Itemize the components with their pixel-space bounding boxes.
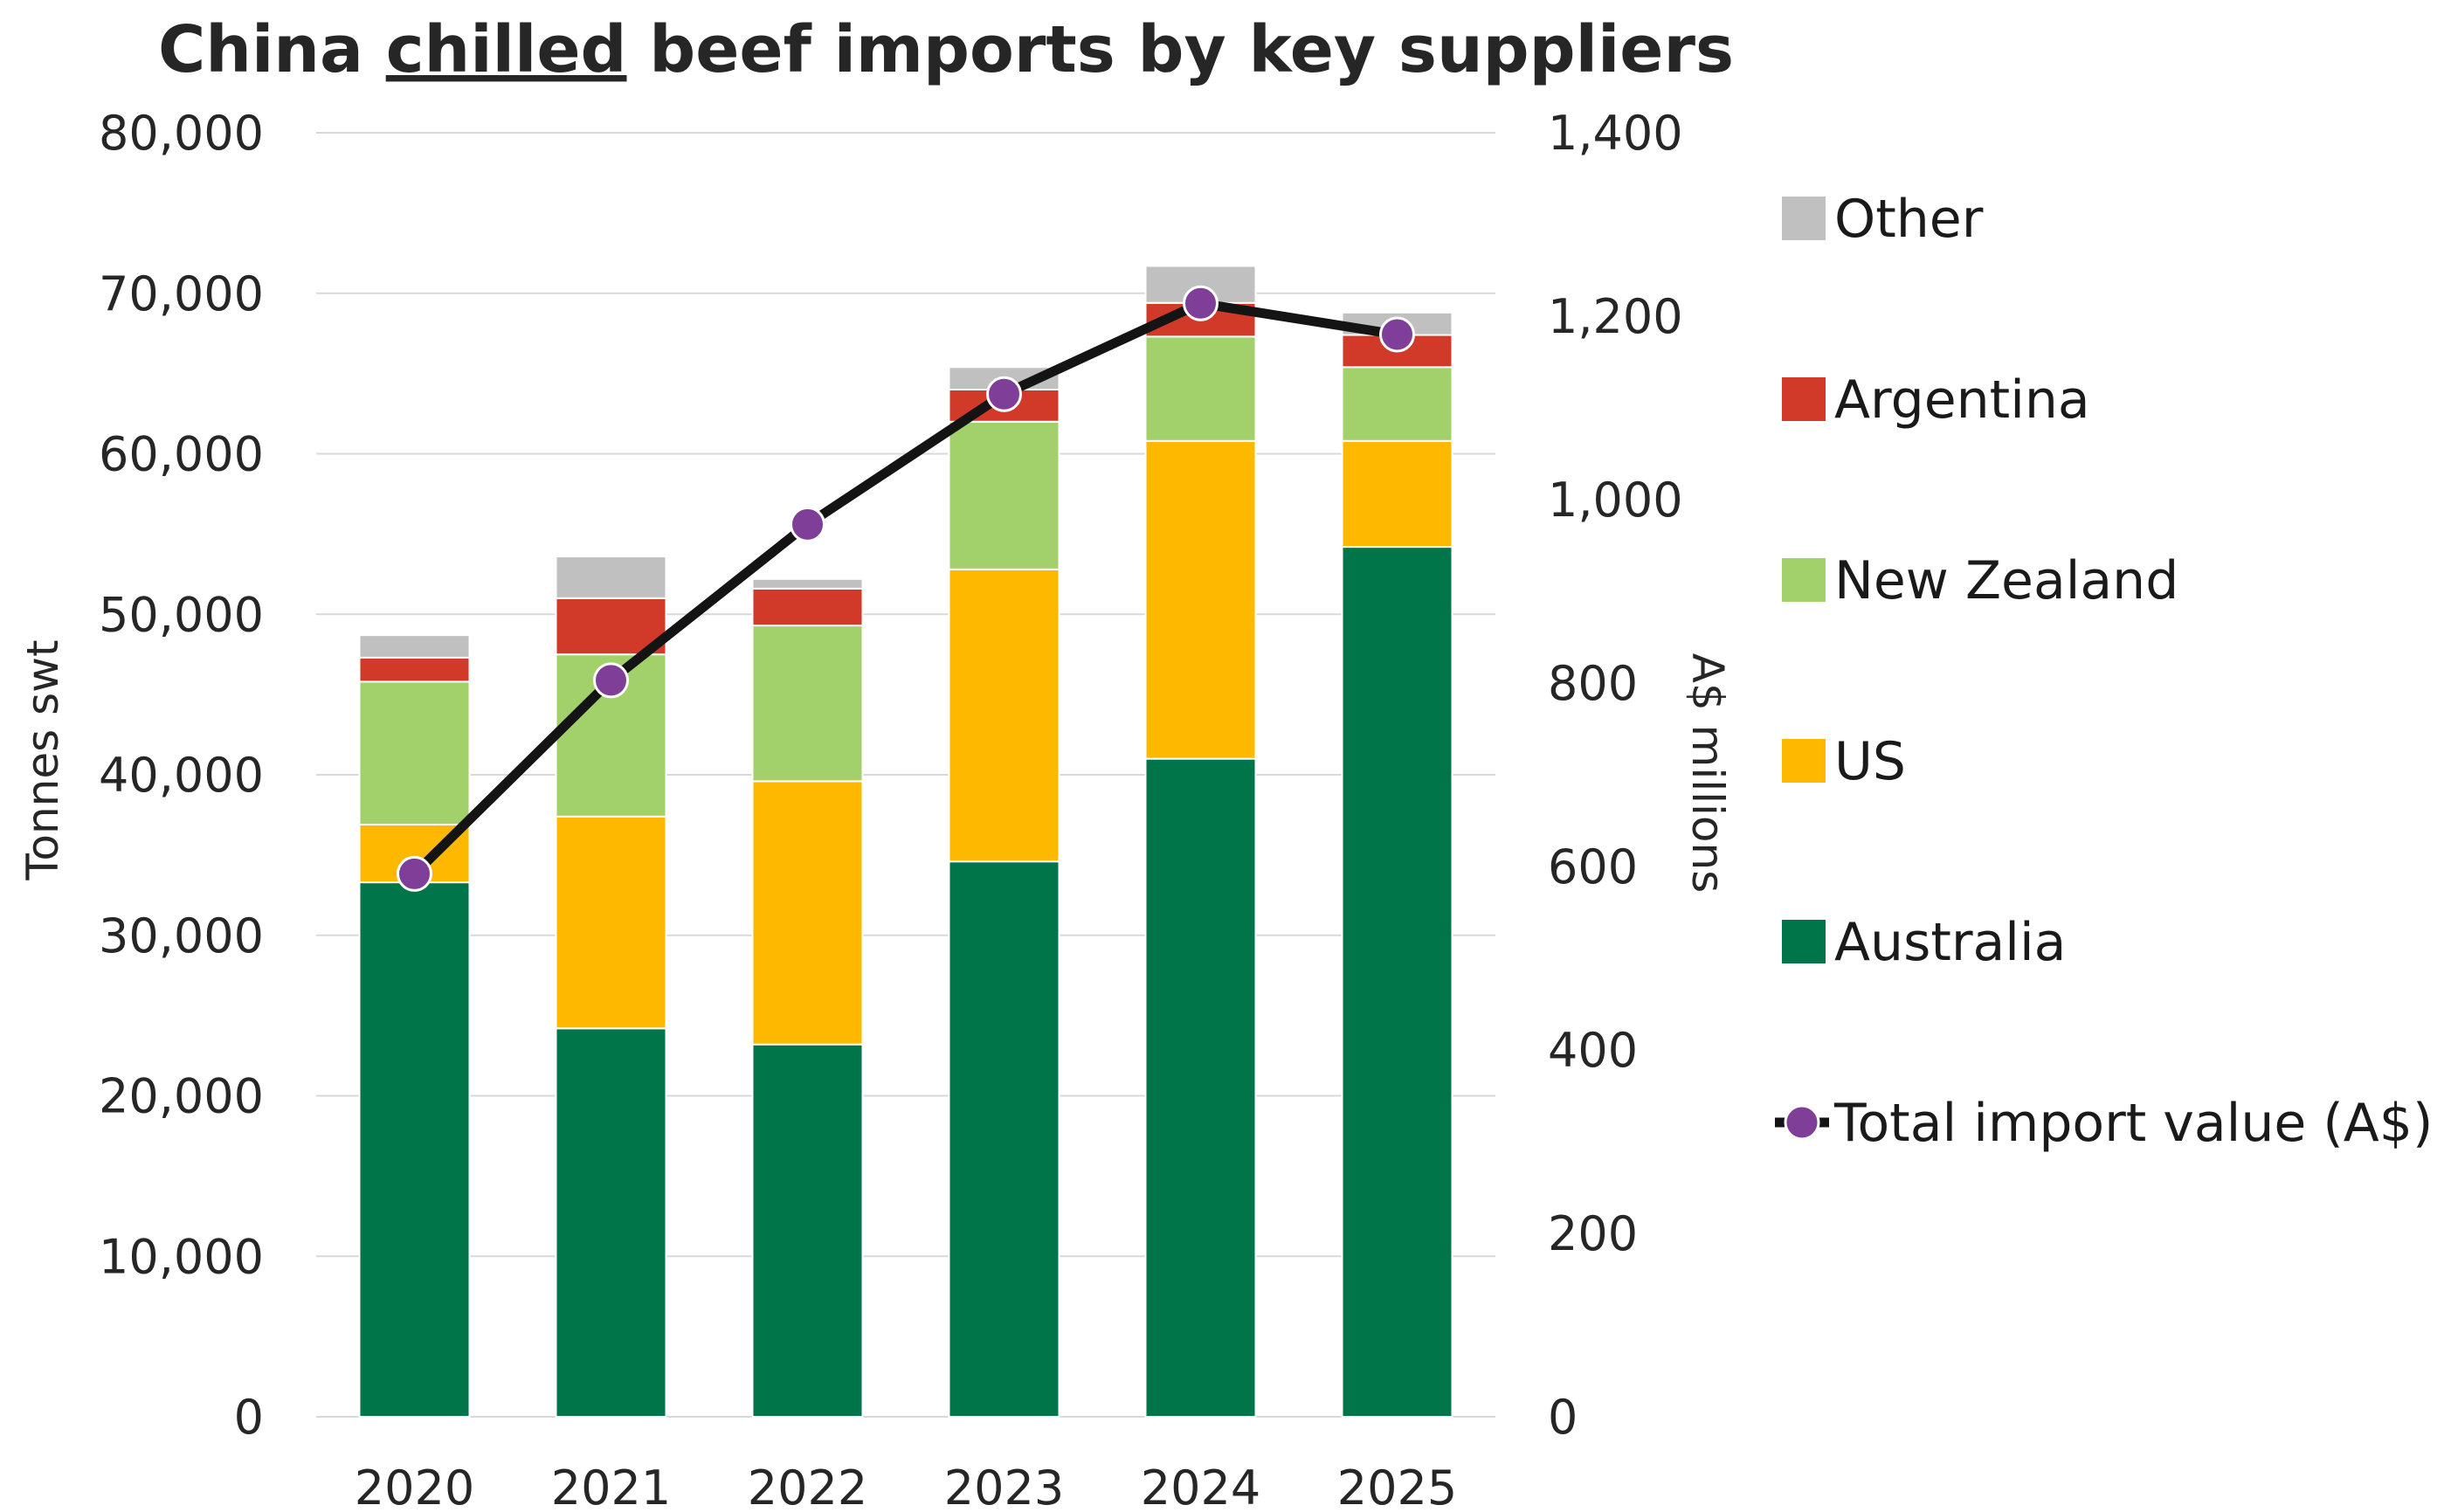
- legend-label: Total import value (A$): [1833, 1093, 2433, 1154]
- x-tick-label: 2022: [748, 1460, 867, 1512]
- total-value-marker: [397, 855, 432, 892]
- total-value-marker: [1379, 316, 1415, 353]
- bar-segment-us: [1341, 439, 1453, 549]
- y2-tick-label: 1,400: [1548, 106, 1683, 161]
- bar-segment-other: [751, 577, 864, 590]
- bar-segment-new-zealand: [1341, 366, 1453, 442]
- bar-segment-argentina: [358, 656, 471, 683]
- bar-segment-australia: [358, 881, 471, 1418]
- legend-label: New Zealand: [1834, 550, 2178, 611]
- y2-tick-label: 200: [1548, 1206, 1638, 1261]
- y2-tick-label: 0: [1548, 1390, 1578, 1445]
- total-value-marker: [986, 376, 1022, 412]
- legend-swatch-us: [1782, 739, 1826, 783]
- x-tick-label: 2024: [1141, 1460, 1260, 1512]
- bar-segment-us: [948, 568, 1060, 863]
- y-tick-label: 30,000: [99, 908, 264, 963]
- bar-segment-new-zealand: [948, 420, 1060, 570]
- y-tick-label: 20,000: [99, 1069, 264, 1124]
- y-tick-label: 80,000: [99, 106, 264, 161]
- bar-segment-australia: [1144, 757, 1257, 1418]
- legend-label: Argentina: [1834, 369, 2090, 431]
- axes: 0 10,000 20,000 30,000 40,000 50,000 60,000 70,…: [99, 106, 1683, 1512]
- total-value-marker: [593, 662, 629, 699]
- bar-segment-other: [555, 556, 667, 599]
- bar-segment-us: [1144, 439, 1257, 760]
- bar-segment-australia: [555, 1027, 667, 1418]
- legend-swatch-other: [1782, 197, 1826, 240]
- total-value-polyline: [411, 298, 1398, 878]
- y-tick-label: 10,000: [99, 1229, 264, 1284]
- legend-label: Australia: [1834, 912, 2066, 973]
- bar-segment-new-zealand: [751, 625, 864, 783]
- legend-swatch-argentina: [1782, 377, 1826, 421]
- legend-label: US: [1834, 731, 1906, 792]
- x-tick-label: 2021: [551, 1460, 671, 1512]
- total-value-marker: [790, 506, 825, 542]
- y2-tick-label: 400: [1548, 1023, 1638, 1078]
- legend: Other Argentina New Zealand US Australia Tota…: [1775, 189, 2433, 1154]
- bar-segment-us: [751, 780, 864, 1046]
- x-tick-label: 2025: [1337, 1460, 1457, 1512]
- chart-title-before: China: [158, 12, 386, 87]
- y-axis-label: Tonnes swt: [17, 639, 68, 880]
- legend-label: Other: [1834, 189, 1984, 250]
- chart-title: China chilled beef imports by key suppli…: [158, 12, 1734, 87]
- y-tick-label: 70,000: [99, 266, 264, 321]
- bar-segment-australia: [1341, 546, 1453, 1418]
- bar-segment-australia: [948, 860, 1060, 1418]
- y-tick-label: 60,000: [99, 427, 264, 482]
- bar-segment-argentina: [751, 587, 864, 627]
- legend-swatch-australia: [1782, 920, 1826, 963]
- bar-segment-australia: [751, 1043, 864, 1418]
- bar-segment-us: [555, 815, 667, 1030]
- total-value-marker: [1183, 285, 1219, 321]
- legend-swatch-new-zealand: [1782, 558, 1826, 602]
- x-tick-label: 2020: [355, 1460, 474, 1512]
- chart-title-underlined: chilled: [386, 12, 627, 87]
- y2-tick-label: 800: [1548, 656, 1638, 711]
- y-tick-label: 50,000: [99, 587, 264, 642]
- y2-tick-label: 1,000: [1548, 473, 1683, 528]
- bar-segment-new-zealand: [1144, 335, 1257, 442]
- y2-axis-label: A$ millions: [1682, 653, 1733, 894]
- chart-title-after: beef imports by key suppliers: [627, 12, 1735, 87]
- y2-tick-label: 600: [1548, 839, 1638, 894]
- total-value-line: [397, 285, 1415, 892]
- bar-segment-other: [358, 634, 471, 659]
- y-tick-label: 0: [234, 1390, 264, 1445]
- x-tick-label: 2023: [944, 1460, 1064, 1512]
- y-tick-label: 40,000: [99, 748, 264, 803]
- bar-segment-new-zealand: [358, 680, 471, 825]
- y2-tick-label: 1,200: [1548, 289, 1683, 344]
- bars: [358, 265, 1453, 1418]
- legend-marker-swatch: [1784, 1104, 1820, 1141]
